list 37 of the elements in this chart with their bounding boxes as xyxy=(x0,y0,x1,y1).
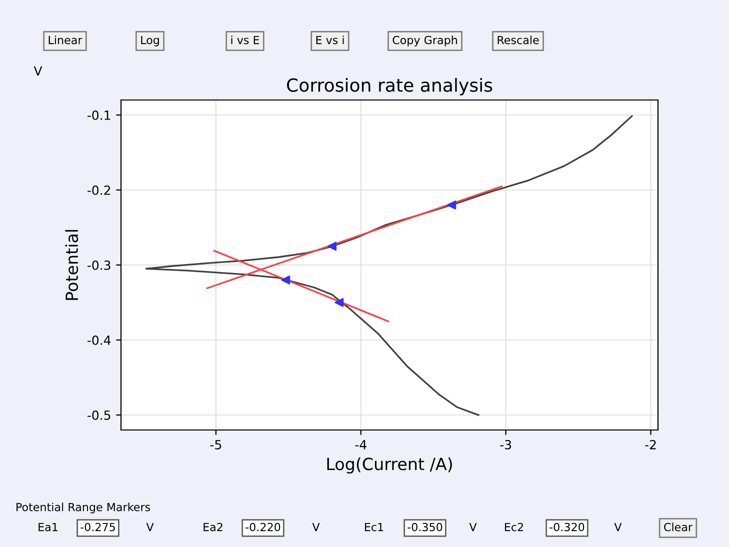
text: Linear xyxy=(48,36,82,44)
y-axis-title: Potential xyxy=(65,230,78,300)
text: Log xyxy=(141,36,159,46)
x-tick-label: -3 xyxy=(500,440,512,450)
text: -0.320 xyxy=(550,522,584,532)
y-tick-label: -0.2 xyxy=(88,185,110,195)
text: Ea2 xyxy=(204,522,222,532)
text: Copy Graph xyxy=(392,36,457,46)
point xyxy=(334,298,344,307)
x-tick-label: -4 xyxy=(355,440,366,450)
y-tick-label: -0.1 xyxy=(88,110,110,120)
text: V xyxy=(146,522,154,532)
text: -0.350 xyxy=(408,522,442,532)
text: i vs E xyxy=(231,36,260,44)
text: Ec1 xyxy=(364,522,384,532)
text: E vs i xyxy=(316,36,344,44)
text: Potential Range Markers xyxy=(16,502,150,514)
text: Ea1 xyxy=(38,522,58,532)
text: V xyxy=(34,66,42,76)
text: V xyxy=(312,522,320,532)
point xyxy=(447,200,456,210)
text: Clear xyxy=(664,522,693,532)
y-tick-label: -0.5 xyxy=(88,410,110,420)
y-tick-label: -0.4 xyxy=(88,335,111,345)
chart-title: Corrosion rate analysis xyxy=(287,78,492,96)
text: -0.275 xyxy=(80,522,115,532)
x-tick-label: -2 xyxy=(645,440,656,450)
text: Ec2 xyxy=(504,522,523,532)
y-tick-label: -0.3 xyxy=(88,260,110,270)
text: -0.220 xyxy=(246,522,280,532)
point xyxy=(281,276,290,284)
text: V xyxy=(469,522,477,532)
x-tick-label: -5 xyxy=(210,440,222,450)
text: V xyxy=(614,522,622,532)
point xyxy=(328,242,337,251)
text: Rescale xyxy=(498,36,539,44)
x-axis-title: Log(Current /A) xyxy=(327,457,452,474)
